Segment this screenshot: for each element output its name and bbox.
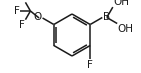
Text: F: F — [19, 20, 24, 30]
Text: F: F — [87, 59, 93, 69]
Text: F: F — [19, 0, 24, 2]
Text: B: B — [103, 12, 110, 22]
Text: F: F — [14, 6, 19, 16]
Text: OH: OH — [118, 24, 134, 34]
Text: O: O — [33, 12, 42, 22]
Text: OH: OH — [113, 0, 129, 7]
